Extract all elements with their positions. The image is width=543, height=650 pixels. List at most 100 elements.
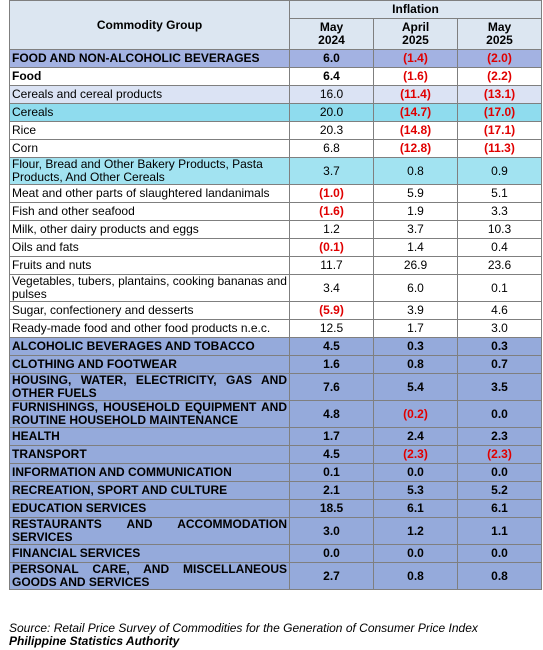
period-line: 2025 [402,33,429,47]
commodity-name: Corn [9,139,290,158]
inflation-value: 0.0 [373,544,458,563]
inflation-value: (1.4) [373,49,458,68]
period-header: May 2024 [289,18,374,50]
inflation-value: (13.1) [456,85,543,104]
inflation-value: 0.0 [456,544,543,563]
inflation-value: 12.5 [289,319,374,338]
table-row: RESTAURANTS AND ACCOMMODATION SERVICES 3.… [9,517,543,545]
commodity-name: FOOD AND NON-ALCOHOLIC BEVERAGES [9,49,290,68]
inflation-value: 0.8 [456,562,543,590]
inflation-value: 3.0 [289,517,374,545]
commodity-name: HOUSING, WATER, ELECTRICITY, GAS AND OTH… [9,373,290,401]
inflation-value: 0.8 [373,355,458,374]
inflation-value: 10.3 [456,220,543,239]
inflation-value: 3.4 [289,274,374,302]
inflation-value: 0.0 [456,400,543,428]
inflation-value: 2.4 [373,427,458,446]
table-row: Milk, other dairy products and eggs 1.2 3.… [9,220,543,239]
inflation-value: 3.3 [456,202,543,221]
inflation-value: 5.1 [456,184,543,203]
source-note: Source: Retail Price Survey of Commoditi… [9,622,541,648]
commodity-name: Fruits and nuts [9,256,290,275]
inflation-value: 2.3 [456,427,543,446]
inflation-value: 20.0 [289,103,374,122]
inflation-value: (1.0) [289,184,374,203]
table-body: FOOD AND NON-ALCOHOLIC BEVERAGES 6.0 (1.4)… [9,49,543,590]
inflation-value: 6.8 [289,139,374,158]
table-row: INFORMATION AND COMMUNICATION 0.1 0.0 0.0 [9,463,543,482]
table-row: Fish and other seafood (1.6) 1.9 3.3 [9,202,543,221]
table-row: Vegetables, tubers, plantains, cooking b… [9,274,543,302]
inflation-value: 3.0 [456,319,543,338]
commodity-name: EDUCATION SERVICES [9,499,290,518]
source-organization: Philippine Statistics Authority [9,634,180,648]
commodity-name: Cereals and cereal products [9,85,290,104]
table-wrap: Commodity Group Inflation May 2024 April 20… [9,0,543,590]
inflation-value: 0.3 [456,337,543,356]
table-row: Food 6.4 (1.6) (2.2) [9,67,543,86]
period-line: 2024 [318,33,345,47]
inflation-value: (12.8) [373,139,458,158]
inflation-table: Commodity Group Inflation May 2024 April 20… [9,0,543,590]
inflation-value: 7.6 [289,373,374,401]
commodity-name: Sugar, confectionery and desserts [9,301,290,320]
inflation-value: 0.7 [456,355,543,374]
inflation-value: 4.5 [289,337,374,356]
inflation-value: 6.1 [456,499,543,518]
inflation-value: 1.2 [289,220,374,239]
inflation-value: (14.7) [373,103,458,122]
inflation-value: (0.2) [373,400,458,428]
table-row: Cereals and cereal products 16.0 (11.4) (13… [9,85,543,104]
inflation-value: (0.1) [289,238,374,257]
inflation-value: 1.7 [373,319,458,338]
inflation-value: 0.0 [289,544,374,563]
inflation-value: (14.8) [373,121,458,140]
inflation-header: Inflation [288,0,543,19]
inflation-value: (1.6) [373,67,458,86]
inflation-value: 18.5 [289,499,374,518]
inflation-value: 0.3 [373,337,458,356]
inflation-value: 5.9 [373,184,458,203]
table-row: FOOD AND NON-ALCOHOLIC BEVERAGES 6.0 (1.4)… [9,49,543,68]
table-row: Sugar, confectionery and desserts (5.9) 3.… [9,301,543,320]
inflation-value: 1.2 [373,517,458,545]
table-row: HOUSING, WATER, ELECTRICITY, GAS AND OTH… [9,373,543,401]
inflation-value: 0.9 [456,157,543,185]
commodity-name: Fish and other seafood [9,202,290,221]
commodity-name: HEALTH [9,427,290,446]
table-row: Cereals 20.0 (14.7) (17.0) [9,103,543,122]
table-row: Ready-made food and other food products … [9,319,543,338]
inflation-value: 1.7 [289,427,374,446]
period-header: May 2025 [456,18,543,50]
commodity-name: Rice [9,121,290,140]
table-row: ALCOHOLIC BEVERAGES AND TOBACCO 4.5 0.3 0.3 [9,337,543,356]
table-row: Oils and fats (0.1) 1.4 0.4 [9,238,543,257]
table-row: EDUCATION SERVICES 18.5 6.1 6.1 [9,499,543,518]
inflation-value: 0.8 [373,562,458,590]
inflation-value: 2.1 [289,481,374,500]
commodity-name: Flour, Bread and Other Bakery Products, … [9,157,290,185]
table-row: Meat and other parts of slaughtered land… [9,184,543,203]
table-row: Rice 20.3 (14.8) (17.1) [9,121,543,140]
inflation-value: 6.0 [373,274,458,302]
table-row: HEALTH 1.7 2.4 2.3 [9,427,543,446]
inflation-value: 5.4 [373,373,458,401]
commodity-name: Meat and other parts of slaughtered land… [9,184,290,203]
commodity-name: Vegetables, tubers, plantains, cooking b… [9,274,290,302]
commodity-name: INFORMATION AND COMMUNICATION [9,463,290,482]
inflation-value: (11.3) [456,139,543,158]
period-line: May [319,20,344,34]
table-row: CLOTHING AND FOOTWEAR 1.6 0.8 0.7 [9,355,543,374]
period-line: May [487,20,512,34]
inflation-value: 0.8 [373,157,458,185]
inflation-value: 1.1 [456,517,543,545]
commodity-name: RESTAURANTS AND ACCOMMODATION SERVICES [9,517,290,545]
table-row: FINANCIAL SERVICES 0.0 0.0 0.0 [9,544,543,563]
period-line: 2025 [486,33,513,47]
table-row: FURNISHINGS, HOUSEHOLD EQUIPMENT AND ROU… [9,400,543,428]
inflation-value: 23.6 [456,256,543,275]
inflation-value: 26.9 [373,256,458,275]
inflation-value: 5.2 [456,481,543,500]
inflation-value: 16.0 [289,85,374,104]
commodity-name: ALCOHOLIC BEVERAGES AND TOBACCO [9,337,290,356]
